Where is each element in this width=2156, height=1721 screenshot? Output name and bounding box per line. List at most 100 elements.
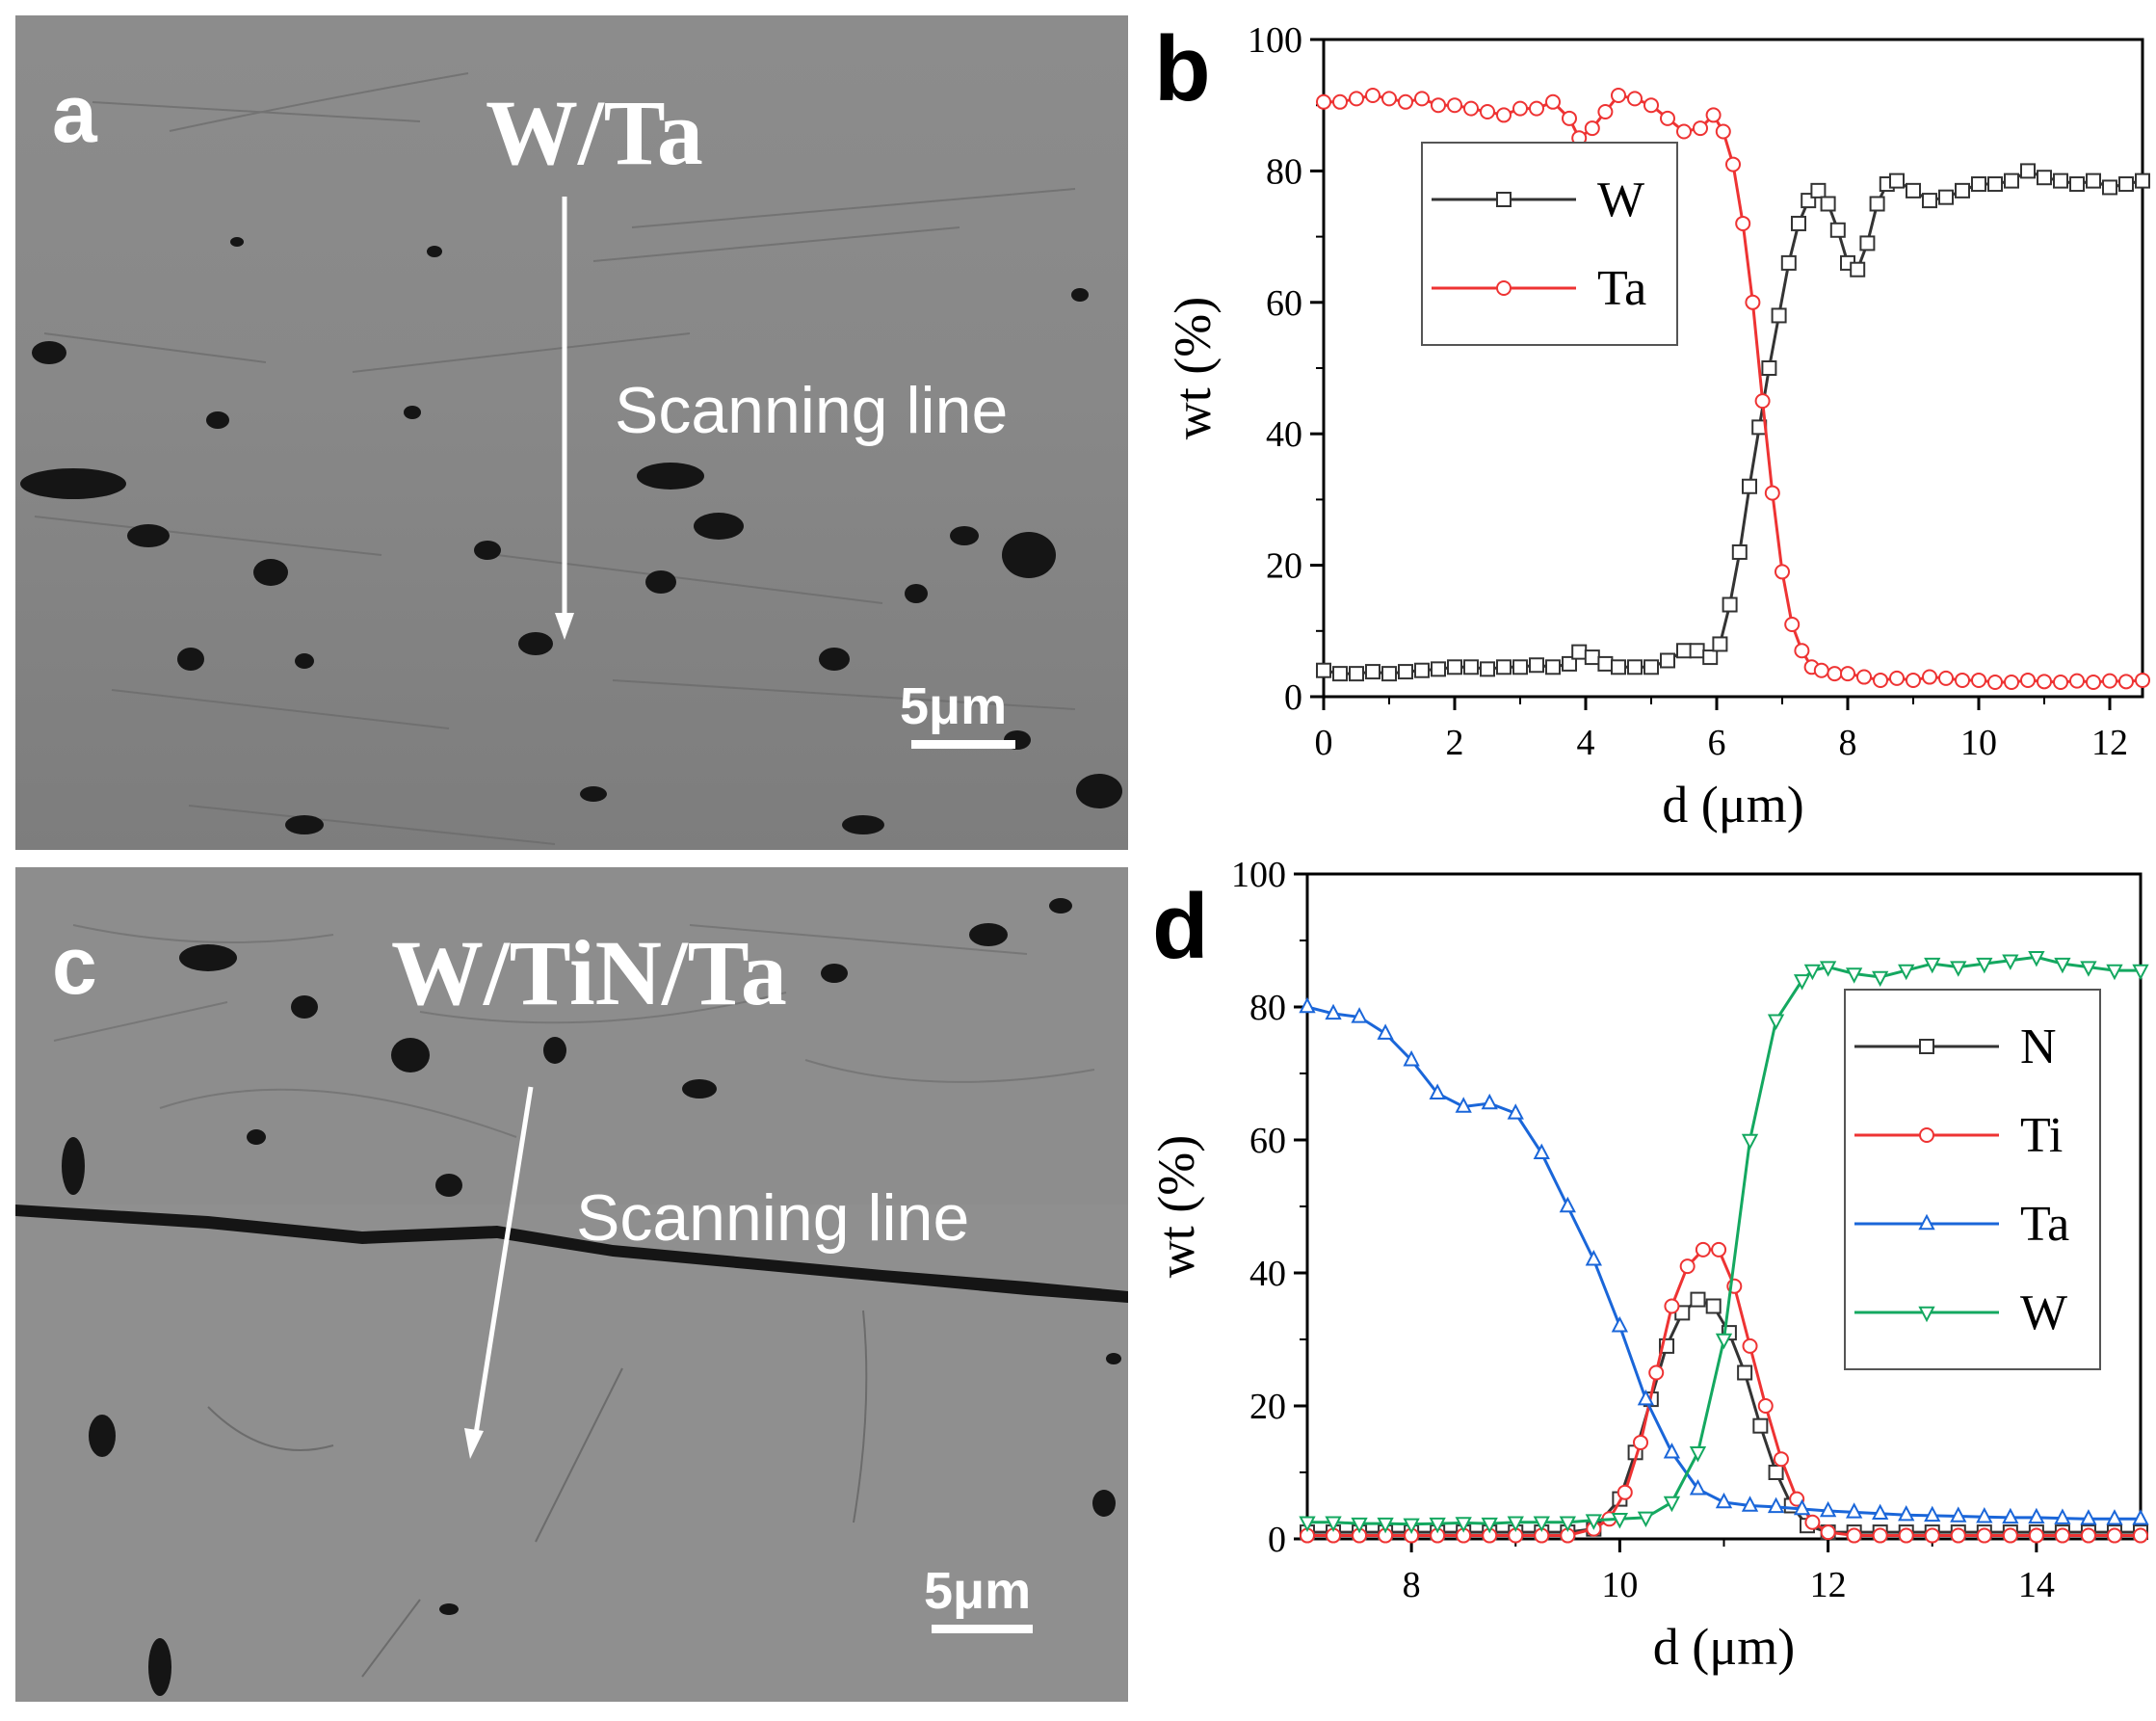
data-point bbox=[1611, 87, 1626, 103]
data-point bbox=[1597, 104, 1614, 120]
data-point bbox=[2132, 1509, 2149, 1525]
chart-letter-b: b bbox=[1154, 17, 1211, 120]
scalebar-text-c: 5μm bbox=[924, 1562, 1032, 1620]
data-point bbox=[1761, 360, 1777, 376]
data-point bbox=[1767, 1014, 1785, 1030]
data-point bbox=[1663, 1443, 1681, 1459]
data-point bbox=[1971, 176, 1986, 193]
scan-label-c: Scanning line bbox=[576, 1181, 970, 1255]
data-point bbox=[1924, 1505, 1941, 1522]
data-point bbox=[1643, 97, 1659, 114]
data-point bbox=[1794, 643, 1810, 659]
data-point bbox=[1702, 649, 1719, 666]
data-point bbox=[2053, 674, 2068, 690]
data-point bbox=[2135, 672, 2150, 688]
x-axis-label: d (μm) bbox=[1662, 776, 1803, 834]
data-point bbox=[2080, 1527, 2096, 1544]
data-point bbox=[1325, 1003, 1342, 1020]
data-point bbox=[1889, 172, 1905, 189]
data-point bbox=[1705, 1298, 1722, 1314]
y-tick-label: 0 bbox=[1268, 1520, 1286, 1560]
data-point bbox=[1712, 636, 1728, 652]
data-point bbox=[1455, 1097, 1472, 1113]
scan-label-a: Scanning line bbox=[615, 374, 1009, 447]
data-point bbox=[2037, 674, 2052, 690]
series-d-w bbox=[1299, 951, 2149, 1535]
data-point bbox=[2053, 172, 2068, 189]
data-point bbox=[1611, 1513, 1629, 1529]
data-point bbox=[1745, 294, 1761, 310]
data-point bbox=[1987, 674, 2003, 690]
data-point bbox=[1447, 659, 1462, 675]
x-tick-label: 8 bbox=[1839, 723, 1857, 763]
data-point bbox=[1643, 659, 1659, 675]
data-point bbox=[1299, 996, 1316, 1014]
sample-label-c: W/TiN/Ta bbox=[391, 921, 787, 1024]
data-point bbox=[1971, 672, 1986, 688]
data-point bbox=[1447, 97, 1462, 114]
data-point bbox=[1987, 176, 2003, 193]
legend-marker bbox=[1919, 1127, 1934, 1143]
data-point bbox=[1695, 1241, 1711, 1258]
data-point bbox=[1784, 616, 1801, 632]
data-point bbox=[2020, 163, 2036, 179]
data-point bbox=[2004, 674, 2019, 690]
data-point bbox=[1429, 1517, 1446, 1534]
data-point bbox=[1829, 222, 1846, 238]
data-point bbox=[1679, 1258, 1696, 1275]
y-tick-label: 0 bbox=[1284, 677, 1302, 718]
data-point bbox=[1705, 107, 1722, 123]
data-point bbox=[1648, 1364, 1665, 1381]
data-point bbox=[1869, 196, 1885, 212]
data-point bbox=[1898, 964, 1915, 981]
data-point bbox=[1507, 1516, 1524, 1532]
data-point bbox=[2002, 954, 2019, 970]
data-point bbox=[2028, 1507, 2045, 1524]
data-point bbox=[1559, 1196, 1576, 1213]
data-point bbox=[1545, 659, 1561, 675]
data-point bbox=[1757, 1398, 1774, 1414]
data-point bbox=[1715, 1492, 1733, 1509]
data-point bbox=[1660, 110, 1675, 126]
data-point bbox=[1789, 1491, 1805, 1507]
data-point bbox=[1850, 261, 1866, 278]
data-point bbox=[1906, 182, 1921, 199]
data-point bbox=[1742, 1337, 1758, 1354]
data-point bbox=[2106, 1509, 2123, 1525]
series-line bbox=[1307, 955, 2141, 1526]
sample-label-a: W/Ta bbox=[486, 81, 703, 184]
data-point bbox=[1813, 662, 1829, 678]
data-point bbox=[1559, 1516, 1576, 1532]
data-point bbox=[1924, 957, 1941, 974]
y-tick-label: 60 bbox=[1249, 1121, 1286, 1161]
data-point bbox=[1793, 974, 1811, 991]
data-point bbox=[1316, 662, 1331, 678]
data-point bbox=[1715, 1333, 1733, 1350]
data-point bbox=[1398, 664, 1413, 680]
data-point bbox=[1924, 1527, 1940, 1544]
data-point bbox=[1955, 182, 1970, 199]
data-point bbox=[1431, 97, 1446, 114]
x-tick-label: 4 bbox=[1577, 723, 1595, 763]
data-point bbox=[1584, 120, 1600, 137]
data-point bbox=[1846, 1527, 1862, 1544]
data-point bbox=[1463, 659, 1479, 675]
data-point bbox=[2132, 964, 2149, 981]
data-point bbox=[1725, 156, 1741, 172]
data-point bbox=[1351, 1517, 1368, 1534]
data-point bbox=[1414, 91, 1430, 107]
data-point bbox=[1332, 666, 1348, 682]
chart-b: 0 2 4 6 8 10 12 0 20 40 60 80 100 d (μm) wt (%) W Ta bbox=[1164, 20, 2150, 834]
data-point bbox=[1775, 564, 1790, 580]
scalebar-c bbox=[932, 1625, 1033, 1633]
data-point bbox=[1325, 1516, 1342, 1532]
data-point bbox=[1872, 970, 1889, 988]
data-point bbox=[1611, 659, 1626, 675]
data-point bbox=[1773, 1451, 1789, 1468]
data-point bbox=[1611, 1316, 1629, 1333]
data-point bbox=[1976, 957, 1993, 974]
data-point bbox=[1533, 1143, 1550, 1160]
data-point bbox=[1742, 478, 1757, 494]
data-point bbox=[2102, 179, 2117, 196]
data-point bbox=[1481, 1093, 1498, 1110]
